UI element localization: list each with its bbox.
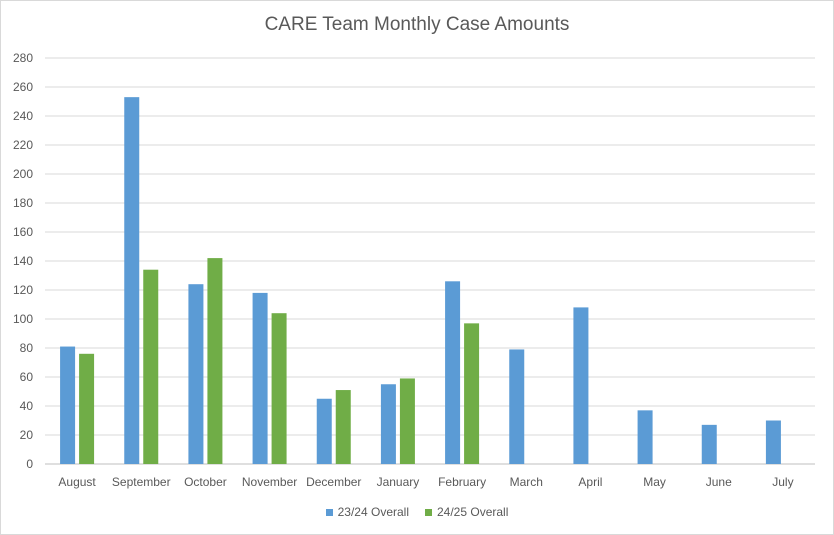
y-tick-label: 20 — [20, 428, 34, 442]
bar-december-2425 — [335, 390, 351, 464]
legend-swatch — [325, 508, 333, 516]
bar-january-2324 — [380, 384, 396, 464]
x-tick-label: August — [58, 475, 96, 489]
bar-september-2324 — [124, 97, 140, 465]
y-tick-label: 280 — [13, 51, 33, 65]
x-tick-label: June — [706, 475, 732, 489]
bar-november-2324 — [252, 292, 268, 464]
y-tick-label: 100 — [13, 312, 33, 326]
y-tick-label: 80 — [20, 341, 34, 355]
x-tick-label: February — [438, 475, 486, 489]
legend: 23/24 Overall 24/25 Overall — [0, 505, 834, 519]
y-tick-label: 0 — [26, 457, 33, 471]
legend-item-2425: 24/25 Overall — [425, 505, 508, 519]
x-tick-label: September — [112, 475, 171, 489]
bar-march-2324 — [509, 349, 525, 464]
y-tick-label: 200 — [13, 167, 33, 181]
y-tick-label: 60 — [20, 370, 34, 384]
bar-april-2324 — [573, 307, 589, 464]
y-tick-label: 140 — [13, 254, 33, 268]
y-tick-label: 240 — [13, 109, 33, 123]
x-tick-label: May — [643, 475, 666, 489]
legend-label: 24/25 Overall — [437, 505, 509, 519]
bar-may-2324 — [637, 410, 653, 464]
x-tick-label: January — [377, 475, 420, 489]
y-tick-label: 220 — [13, 138, 33, 152]
y-tick-label: 260 — [13, 80, 33, 94]
bar-june-2324 — [701, 424, 717, 464]
legend-label: 23/24 Overall — [337, 505, 409, 519]
x-tick-label: July — [772, 475, 793, 489]
bar-september-2425 — [143, 269, 159, 464]
y-tick-label: 40 — [20, 399, 34, 413]
bar-november-2425 — [271, 313, 287, 464]
x-tick-label: October — [184, 475, 227, 489]
x-tick-label: March — [510, 475, 543, 489]
x-tick-label: December — [306, 475, 361, 489]
bar-august-2324 — [60, 346, 76, 464]
legend-swatch — [425, 508, 432, 516]
y-tick-label: 160 — [13, 225, 33, 239]
bar-january-2425 — [399, 378, 415, 464]
bar-july-2324 — [765, 420, 781, 464]
bar-february-2425 — [464, 323, 480, 464]
legend-item-2324: 23/24 Overall — [325, 505, 409, 519]
bar-august-2425 — [79, 353, 95, 464]
bar-october-2425 — [207, 258, 223, 464]
x-tick-label: April — [578, 475, 602, 489]
bar-october-2324 — [188, 284, 204, 464]
chart-title: CARE Team Monthly Case Amounts — [264, 14, 570, 35]
y-tick-label: 120 — [13, 283, 33, 297]
bar-february-2324 — [445, 281, 461, 464]
x-tick-label: November — [242, 475, 297, 489]
y-tick-label: 180 — [13, 196, 33, 210]
bar-december-2324 — [316, 398, 332, 464]
